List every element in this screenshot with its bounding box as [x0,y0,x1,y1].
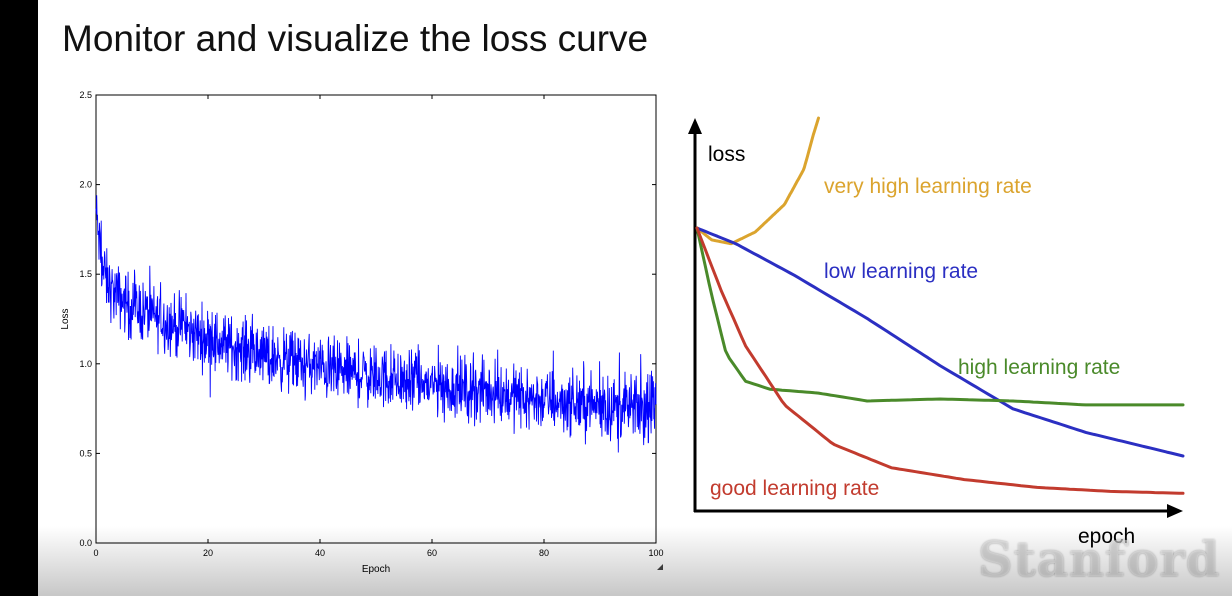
loss-plot-frame [95,94,657,544]
loss-plot-series [95,195,657,453]
x-tick-label: 60 [427,548,437,558]
lr-curve-very-high-learning-rate [695,116,820,246]
loss-series-line [95,195,657,453]
y-tick-label: 1.0 [79,359,92,369]
label-very-high-learning-rate: very high learning rate [824,175,1032,198]
lr-curve-low-learning-rate [695,226,1185,458]
loss-plot-y-label: Loss [60,308,71,329]
lr-curve-high-learning-rate [695,226,1185,407]
slide-title: Monitor and visualize the loss curve [62,18,649,59]
x-tick-label: 0 [93,548,98,558]
y-axis-arrow-icon [688,118,702,134]
loss-plot-ticks: 0 20 40 60 80 100 0.0 0.5 1.0 1.5 2.0 2.5 [79,90,663,558]
y-tick-label: 0.0 [79,538,92,548]
x-tick-label: 20 [203,548,213,558]
y-tick-label: 2.5 [79,90,92,100]
learning-rate-diagram: loss epoch very high learning rate low l… [688,116,1185,548]
label-good-learning-rate: good learning rate [710,477,879,500]
label-high-learning-rate: high learning rate [958,356,1120,379]
x-axis-arrow-icon [1167,504,1183,518]
x-tick-label: 40 [315,548,325,558]
slide: Monitor and visualize the loss curve 0 20… [38,0,1232,596]
x-tick-label: 80 [539,548,549,558]
y-tick-label: 0.5 [79,448,92,458]
lr-diagram-axes [688,118,1183,518]
label-low-learning-rate: low learning rate [824,260,978,283]
lr-diagram-x-label: epoch [1078,525,1135,548]
y-tick-label: 2.0 [79,180,92,190]
loss-plot-x-label: Epoch [362,564,390,575]
lr-diagram-series [695,116,1185,495]
stanford-logo: Stanford [978,532,1221,588]
lr-curve-good-learning-rate [695,226,1185,495]
lr-diagram-y-label: loss [708,143,745,166]
resize-handle-icon [657,564,663,570]
training-loss-plot: 0 20 40 60 80 100 0.0 0.5 1.0 1.5 2.0 2.5 Epoch Los… [60,90,664,575]
y-tick-label: 1.5 [79,269,92,279]
loss-plot-axes [95,94,657,544]
x-tick-label: 100 [648,548,663,558]
